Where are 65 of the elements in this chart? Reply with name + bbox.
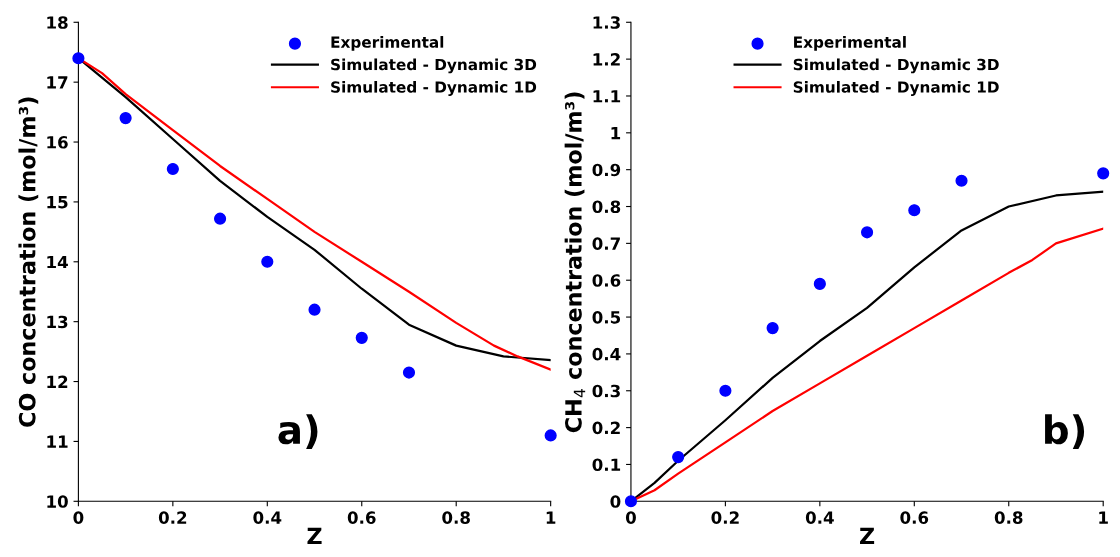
y-tick-label: 1.1	[593, 90, 621, 103]
point	[955, 174, 968, 187]
y-tick-label: 16	[47, 136, 68, 149]
legend-label: Simulated - Dynamic 3D	[793, 58, 999, 74]
point	[355, 331, 368, 344]
point	[860, 226, 874, 239]
y-tick-label: 1	[611, 127, 621, 140]
y-tick-label: 0.7	[592, 237, 620, 250]
x-tick-label: 0.6	[900, 511, 929, 524]
y-tick-label: 17	[47, 76, 68, 89]
y-tick-label: 1.2	[593, 53, 620, 66]
x-tick-label: 0.2	[711, 511, 739, 524]
point	[119, 112, 132, 125]
x-tick-label: 0	[625, 511, 636, 524]
y-tick-label: 0.5	[592, 311, 621, 324]
x-tick-label: 0.8	[442, 511, 470, 524]
x-tick-label: 0.8	[994, 511, 1023, 524]
point	[166, 162, 179, 176]
y-tick-label: 15	[47, 196, 68, 209]
x-tick-label: 0	[73, 511, 84, 524]
y-tick-label: 0.4	[592, 347, 621, 361]
annotation: b)	[1045, 414, 1085, 449]
x-tick-label: 0.4	[805, 511, 834, 524]
x-tick-label: 0.6	[347, 511, 376, 524]
legend-label: Simulated - Dynamic 1D	[793, 81, 999, 96]
point	[308, 303, 321, 316]
point	[402, 366, 416, 379]
x-axis-title: Z	[307, 527, 322, 545]
y-tick-label: 0.8	[592, 200, 621, 214]
legend-label: Experimental	[794, 36, 906, 51]
y-tick-label: 1.3	[593, 16, 620, 29]
legend-label: Experimental	[331, 36, 444, 51]
point	[813, 277, 826, 290]
annotation: a)	[278, 414, 318, 449]
x-tick-label: 0.4	[253, 511, 282, 524]
point	[908, 204, 921, 217]
y-tick-label: 12	[47, 375, 68, 388]
point	[261, 255, 274, 268]
y-tick-label: 10	[47, 495, 68, 508]
point	[544, 429, 557, 442]
y-axis-title: CH$_{4}$ concentration (mol/m³)	[564, 92, 586, 433]
point	[672, 451, 685, 464]
y-axis-title: CO concentration (mol/m³)	[18, 97, 39, 427]
y-tick-label: 0.6	[592, 274, 621, 287]
x-axis-title: Z	[860, 527, 875, 545]
x-tick-label: 1	[1099, 511, 1108, 524]
point	[72, 52, 85, 65]
legend-label: Simulated - Dynamic 3D	[331, 58, 537, 74]
x-tick-label: 0.2	[158, 511, 187, 524]
point	[1097, 167, 1110, 180]
y-tick-label: 13	[47, 315, 68, 329]
y-tick-label: 0.2	[592, 421, 620, 435]
y-tick-label: 0.3	[592, 384, 620, 398]
legend-label: Simulated - Dynamic 1D	[331, 81, 537, 96]
y-tick-label: 11	[47, 435, 68, 448]
point	[624, 495, 638, 508]
y-tick-label: 0	[610, 495, 621, 508]
y-tick-label: 0.1	[592, 458, 621, 472]
y-tick-label: 14	[47, 255, 68, 269]
x-tick-label: 1	[546, 511, 556, 524]
y-tick-label: 0.9	[592, 163, 621, 177]
point	[719, 384, 732, 397]
point	[766, 322, 779, 335]
y-tick-label: 18	[47, 16, 68, 29]
point	[214, 212, 227, 225]
